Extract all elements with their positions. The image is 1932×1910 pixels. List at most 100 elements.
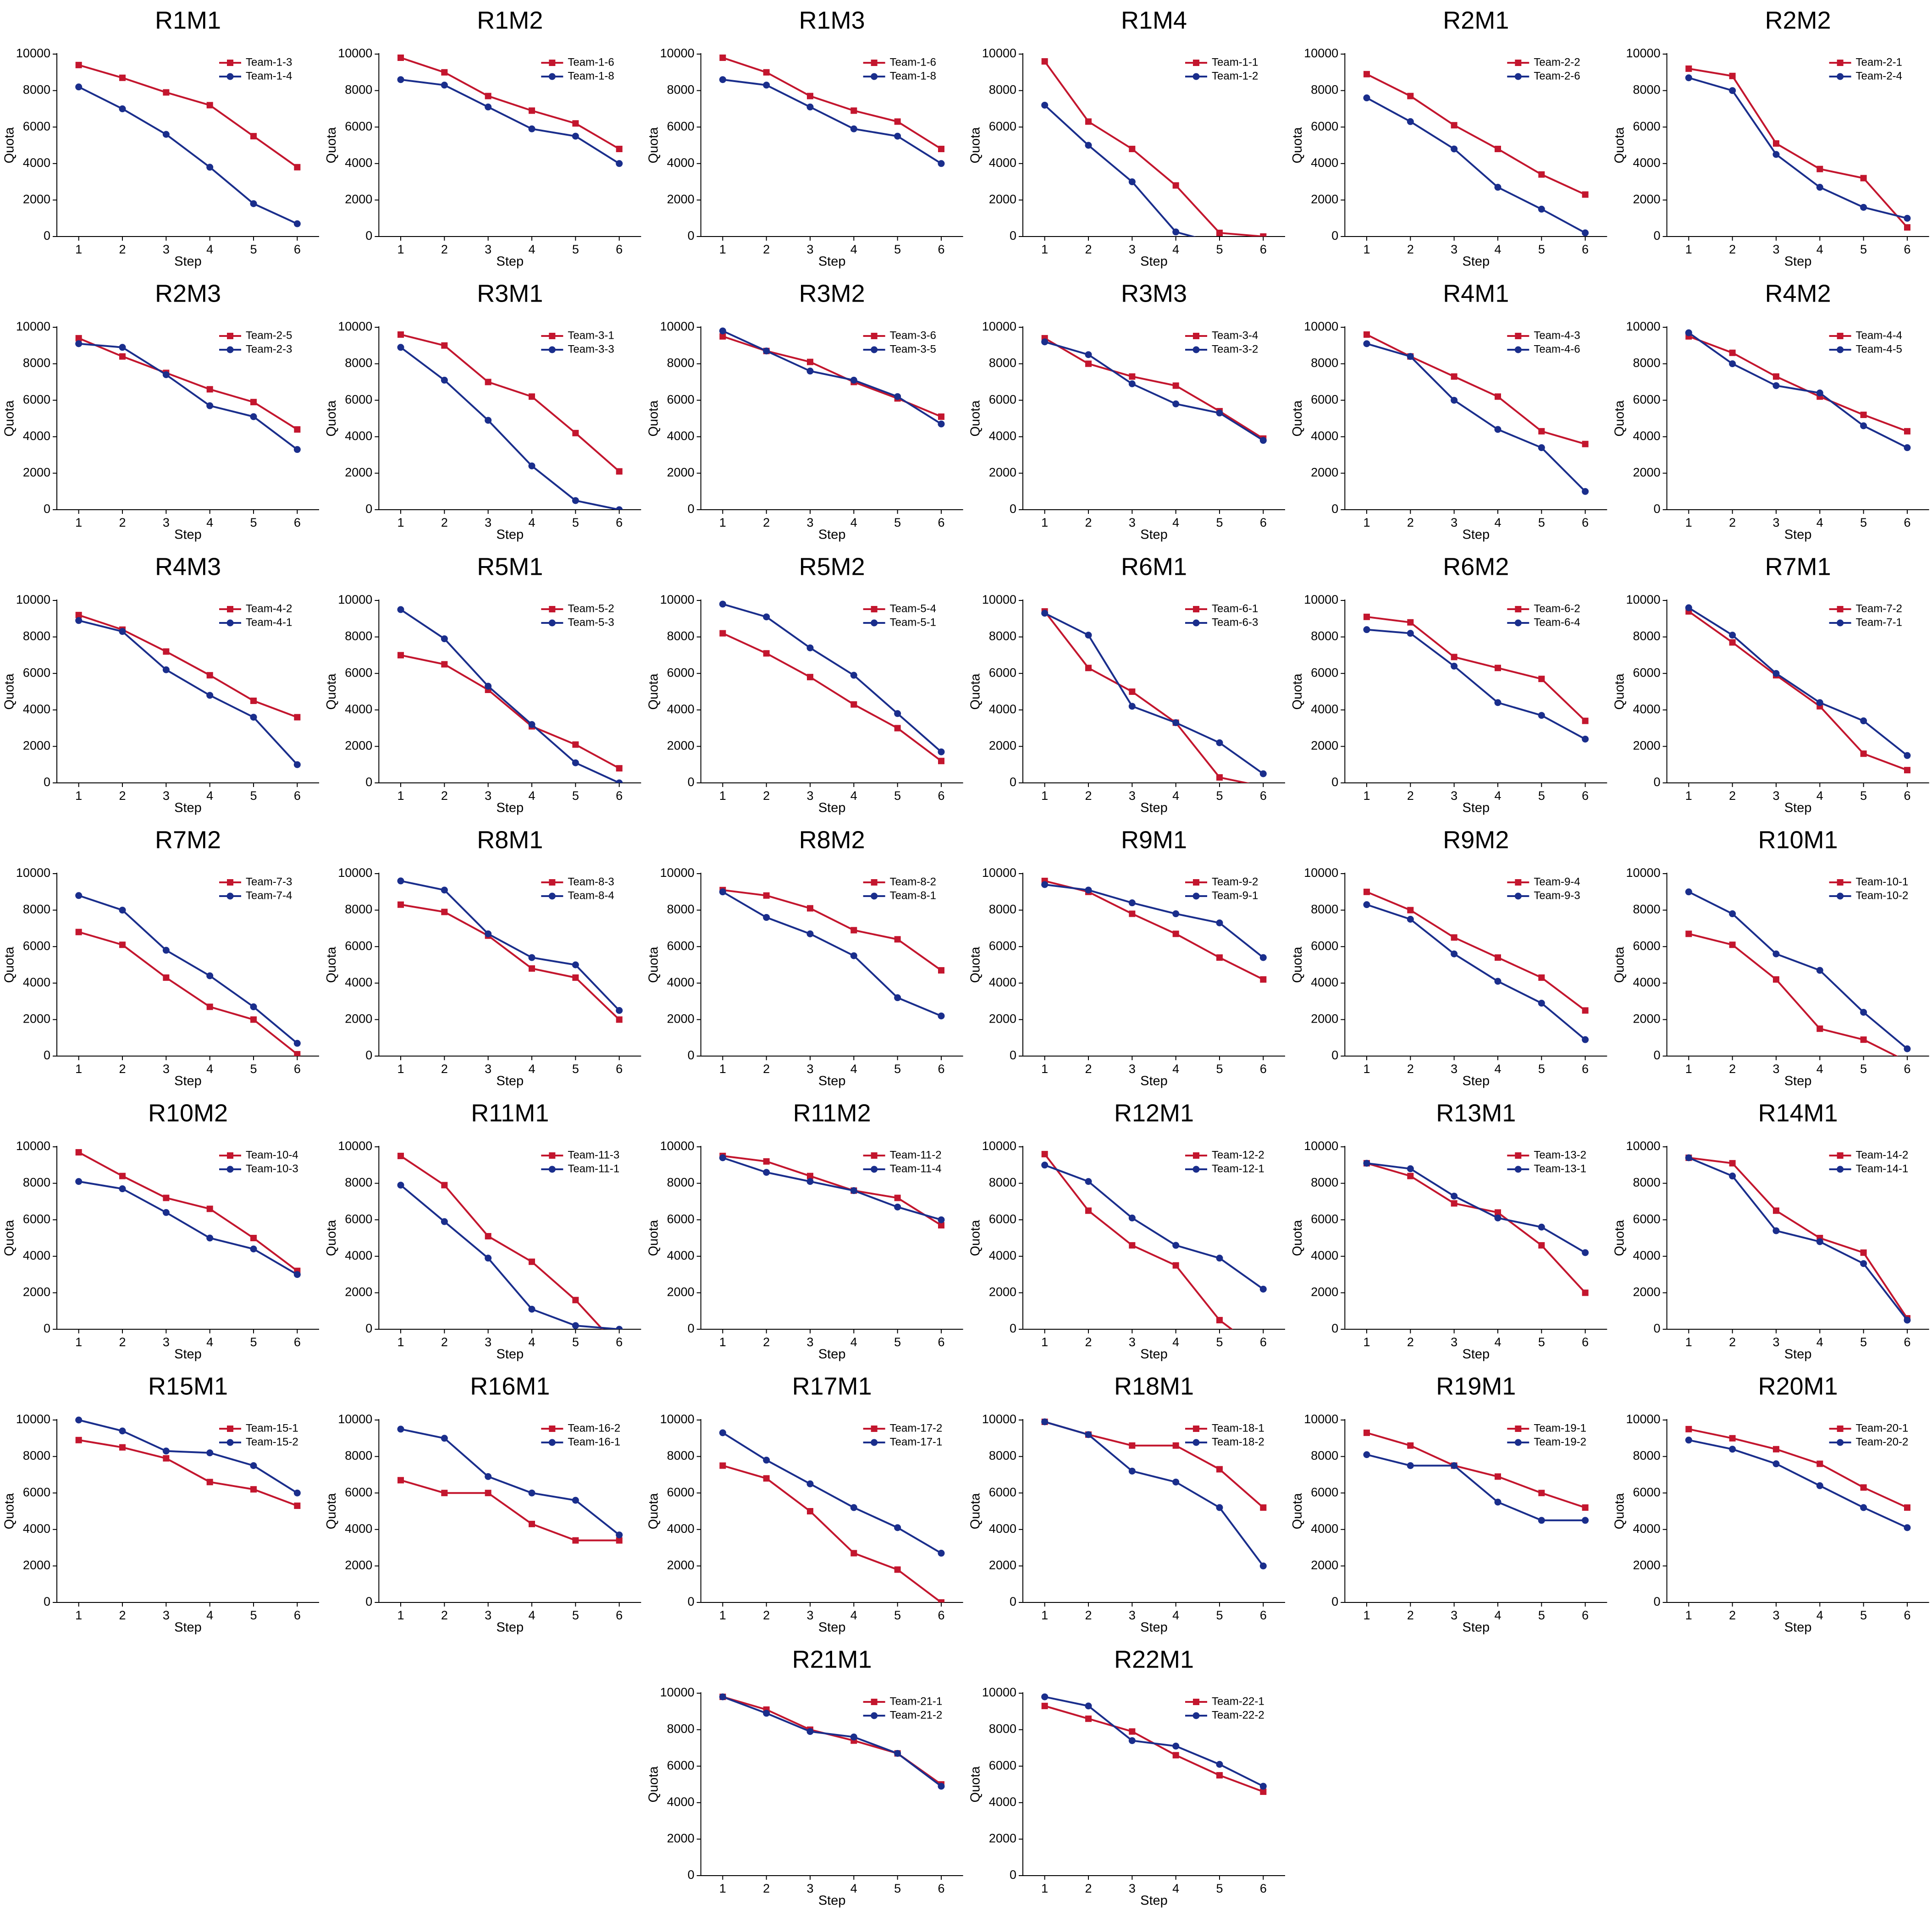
chart-title: R15M1 — [148, 1372, 228, 1400]
y-axis-label: Quota — [968, 127, 983, 164]
legend-marker — [1193, 333, 1199, 339]
x-tick-label: 4 — [850, 516, 857, 529]
plot-area — [397, 54, 623, 167]
y-tick-label: 4000 — [23, 702, 50, 716]
legend-label: Team-11-3 — [568, 1149, 619, 1161]
chart-title: R4M1 — [1443, 280, 1509, 307]
y-tick-label: 8000 — [345, 356, 372, 370]
marker — [250, 697, 257, 704]
x-tick-label: 4 — [206, 1062, 213, 1076]
chart-title: R9M2 — [1443, 826, 1509, 853]
y-tick-label: 2000 — [345, 466, 372, 479]
y-axis-label: Quota — [2, 400, 17, 437]
marker — [1363, 94, 1370, 102]
legend-label: Team-9-4 — [1534, 875, 1580, 888]
legend-marker — [871, 1439, 878, 1446]
plot-area — [75, 1416, 301, 1509]
legend-label: Team-5-2 — [568, 602, 614, 615]
marker — [1407, 118, 1414, 125]
legend-marker — [1837, 1152, 1844, 1159]
marker — [1041, 610, 1049, 617]
marker — [1451, 654, 1457, 661]
x-tick-label: 4 — [206, 1335, 213, 1349]
y-tick-label: 2000 — [1311, 193, 1338, 206]
legend-marker — [1515, 60, 1522, 66]
y-tick-label: 0 — [44, 1048, 50, 1062]
marker — [1128, 899, 1136, 907]
legend-marker — [1515, 1426, 1522, 1432]
marker — [528, 1489, 535, 1497]
marker — [1538, 1517, 1545, 1524]
marker — [250, 1486, 257, 1493]
marker — [529, 965, 535, 972]
legend-marker — [1192, 1166, 1200, 1173]
plot-area — [1041, 1150, 1267, 1329]
legend-marker — [871, 1699, 878, 1705]
y-tick-label: 0 — [44, 775, 50, 789]
legend-label: Team-1-8 — [568, 70, 614, 82]
y-tick-label: 0 — [1331, 775, 1338, 789]
marker — [294, 1051, 301, 1056]
marker — [1216, 409, 1223, 417]
x-axis-label: Step — [1784, 1620, 1812, 1635]
x-tick-label: 3 — [1451, 516, 1457, 529]
marker — [1128, 178, 1136, 186]
marker — [1085, 665, 1092, 672]
y-tick-label: 0 — [1654, 502, 1661, 516]
x-tick-label: 1 — [397, 1335, 404, 1349]
legend-marker — [549, 1152, 556, 1159]
marker — [1259, 1285, 1267, 1293]
x-tick-label: 5 — [894, 1062, 901, 1076]
legend-label: Team-14-2 — [1856, 1149, 1909, 1161]
x-tick-label: 6 — [1904, 1335, 1910, 1349]
marker — [1904, 1316, 1911, 1324]
marker — [206, 386, 213, 393]
x-tick-label: 2 — [1729, 789, 1736, 803]
marker — [441, 82, 448, 89]
marker — [807, 905, 813, 912]
marker — [1582, 229, 1589, 237]
series-line — [1044, 1153, 1233, 1329]
marker — [528, 954, 535, 961]
x-tick-label: 6 — [1582, 242, 1589, 256]
x-tick-label: 1 — [719, 242, 726, 256]
y-tick-label: 10000 — [660, 319, 695, 333]
marker — [1772, 382, 1780, 389]
x-tick-label: 4 — [206, 1608, 213, 1622]
y-axis-label: Quota — [324, 947, 339, 983]
y-axis-label: Quota — [1612, 1493, 1627, 1530]
marker — [119, 353, 126, 360]
x-tick-label: 2 — [1407, 789, 1414, 803]
y-tick-label: 8000 — [989, 356, 1016, 370]
marker — [1904, 767, 1910, 774]
x-tick-label: 4 — [1172, 789, 1179, 803]
x-tick-label: 3 — [806, 1882, 813, 1895]
legend-label: Team-6-3 — [1212, 616, 1258, 628]
marker — [806, 1178, 814, 1185]
x-tick-label: 6 — [294, 1335, 301, 1349]
legend-marker — [1514, 1166, 1522, 1173]
y-tick-label: 8000 — [667, 1449, 695, 1463]
x-tick-label: 1 — [1363, 1062, 1370, 1076]
y-tick-label: 0 — [688, 1868, 695, 1882]
y-tick-label: 4000 — [667, 975, 695, 989]
y-tick-label: 10000 — [982, 1412, 1016, 1426]
legend-label: Team-7-2 — [1856, 602, 1902, 615]
y-tick-label: 6000 — [667, 119, 695, 133]
y-tick-label: 2000 — [1633, 1558, 1661, 1572]
marker — [1729, 360, 1736, 368]
marker — [763, 892, 770, 899]
legend-label: Team-7-3 — [246, 875, 292, 888]
y-tick-label: 2000 — [1633, 1285, 1661, 1299]
marker — [1729, 1446, 1736, 1453]
marker — [719, 1429, 726, 1437]
marker — [1582, 440, 1589, 447]
y-tick-label: 4000 — [23, 429, 50, 443]
marker — [1216, 1761, 1223, 1768]
y-axis-label: Quota — [1612, 127, 1627, 164]
marker — [1129, 1728, 1136, 1735]
marker — [850, 672, 857, 679]
x-tick-label: 6 — [294, 1608, 301, 1622]
marker — [485, 1490, 491, 1497]
marker — [1729, 87, 1736, 94]
